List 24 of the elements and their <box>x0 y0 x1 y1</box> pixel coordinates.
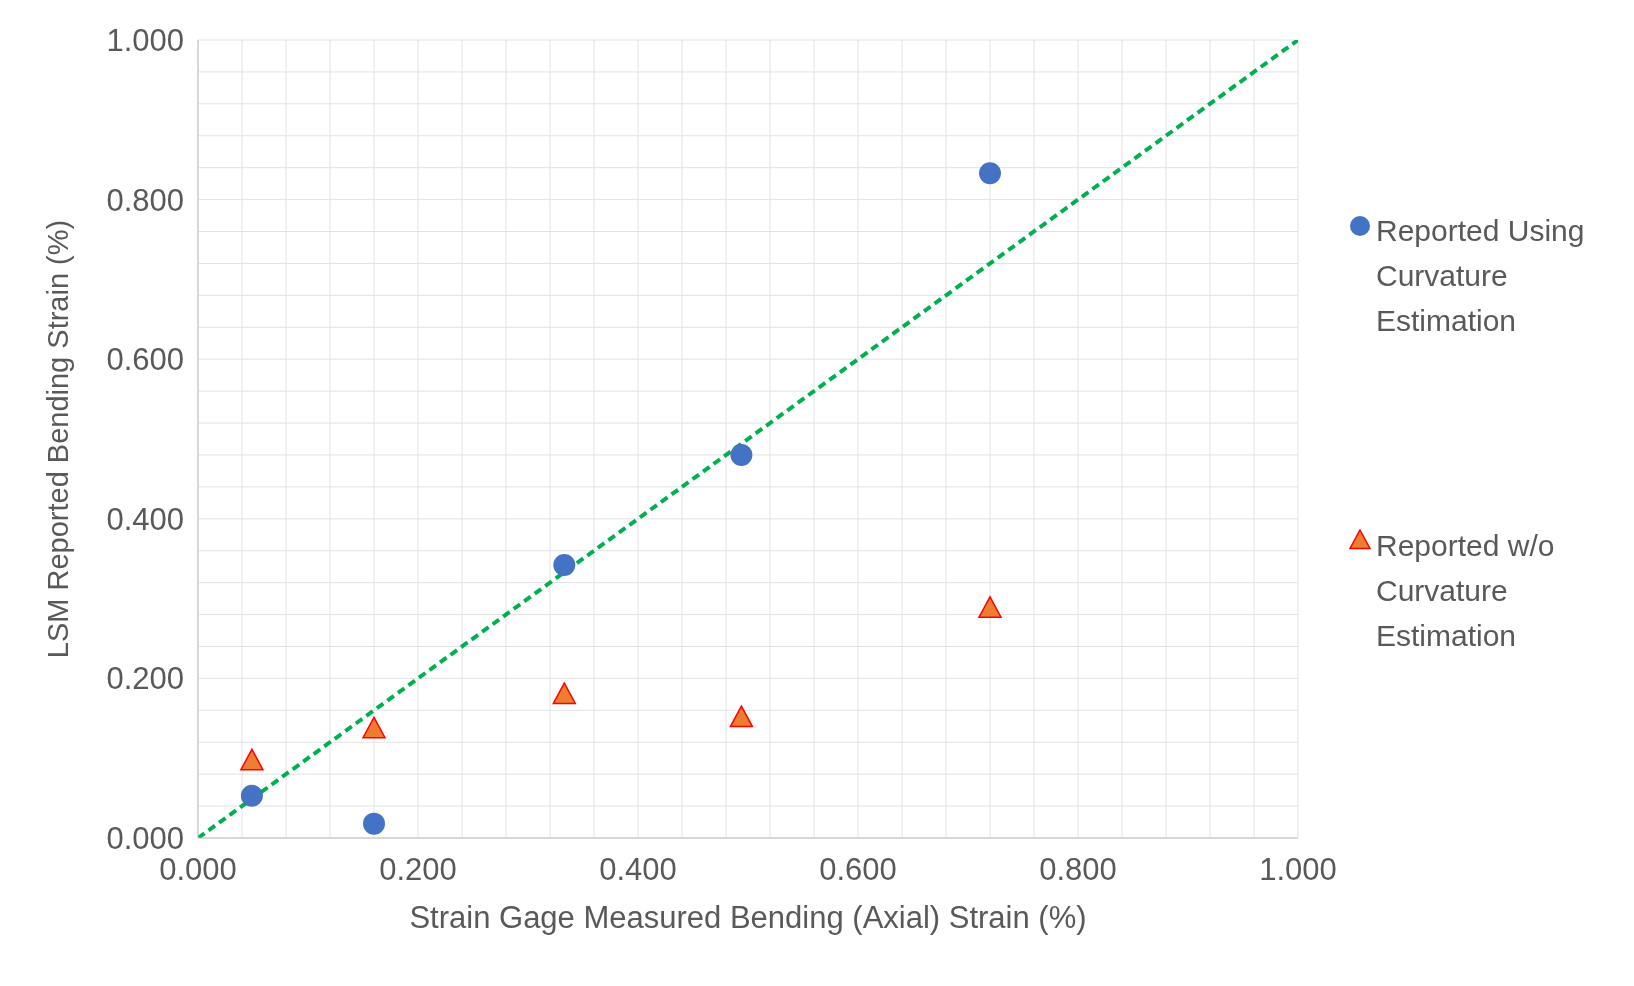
x-tick-label: 0.400 <box>599 852 677 888</box>
point <box>240 748 264 771</box>
x-tick-label: 0.600 <box>819 852 897 888</box>
point <box>552 682 577 705</box>
y-tick-label: 0.600 <box>106 342 184 378</box>
x-tick-label: 0.200 <box>379 852 457 888</box>
x-axis-title: Strain Gage Measured Bending (Axial) Strain (%) <box>409 900 1087 935</box>
y-tick-label: 0.800 <box>106 182 184 218</box>
point <box>553 554 576 577</box>
point <box>978 596 1002 618</box>
y-tick-label: 0.400 <box>106 501 184 537</box>
y-axis-title: LSM Reported Bending Strain (%) <box>42 219 75 659</box>
x-tick-label: 0.800 <box>1039 852 1117 888</box>
y-tick-label: 1.000 <box>106 23 184 59</box>
point <box>729 705 754 728</box>
point <box>363 812 385 835</box>
x-tick-label: 1.000 <box>1259 852 1337 888</box>
point <box>240 784 263 807</box>
y-tick-label: 0.200 <box>106 661 184 697</box>
legend-label: Reported w/o Curvature Estimation <box>1376 528 1556 654</box>
point <box>362 716 386 739</box>
point <box>730 443 753 466</box>
point <box>979 162 1001 185</box>
legend-label: Reported Using Curvature Estimation <box>1376 213 1586 339</box>
